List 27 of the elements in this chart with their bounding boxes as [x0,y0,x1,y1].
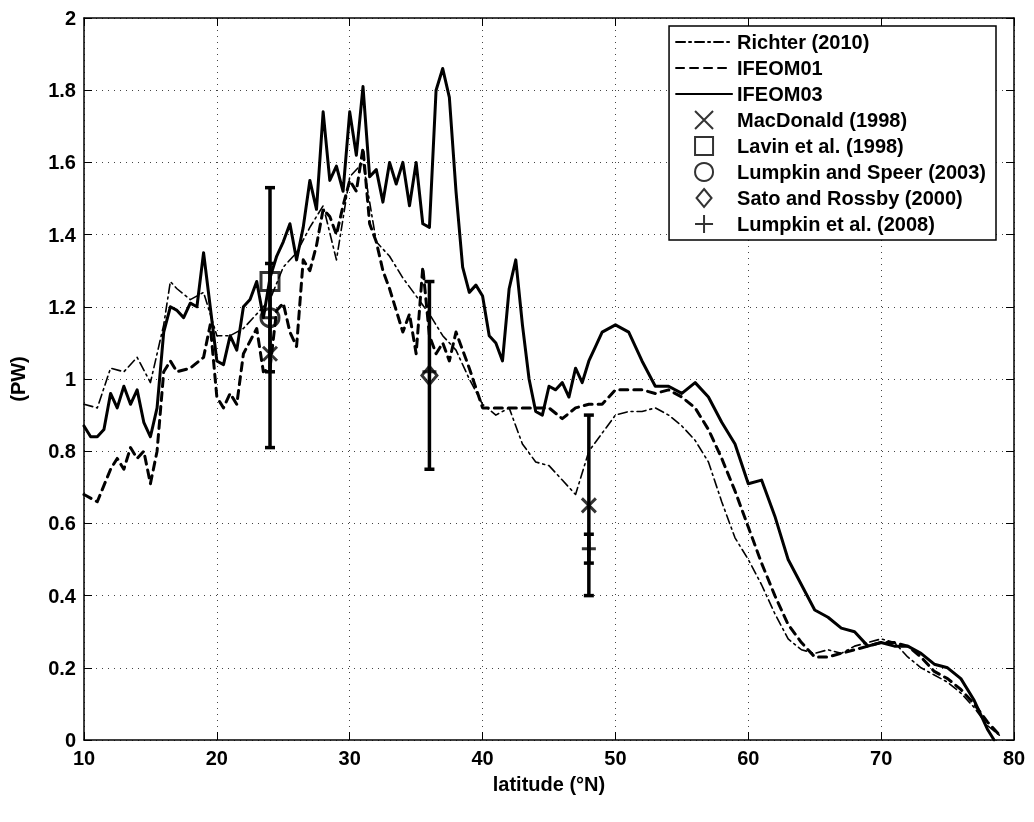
legend-label: IFEOM03 [737,83,823,105]
legend-label: Sato and Rossby (2000) [737,187,963,209]
x-axis-title: latitude (°N) [492,773,606,795]
y-tick-label: 1.8 [48,79,76,102]
y-tick-label: 0.4 [48,584,77,607]
y-tick-label: 1 [64,368,76,390]
x-tick-label: 80 [1002,747,1026,769]
legend-label: Lumpkin and Speer (2003) [737,161,987,183]
y-tick-label: 1.6 [48,151,76,174]
x-tick-label: 40 [471,747,494,769]
y-tick-label: 1.4 [48,223,77,246]
x-tick-label: 50 [604,747,627,769]
legend-label: Lumpkin et al. (2008) [737,213,935,235]
x-tick-label: 20 [205,747,228,769]
y-tick-label: 0.2 [48,656,76,679]
x-tick-label: 70 [870,747,893,769]
legend-label: Lavin et al. (1998) [737,135,904,157]
legend-label: IFEOM01 [737,57,823,79]
y-tick-label: 2 [64,7,76,29]
y-tick-label: 0.6 [48,512,76,535]
y-tick-label: 0.8 [48,440,76,463]
x-tick-label: 30 [338,747,361,769]
y-tick-label: 1.2 [48,295,76,318]
x-tick-label: 60 [737,747,760,769]
legend-label: Richter (2010) [737,31,870,53]
legend-label: MacDonald (1998) [737,109,908,131]
y-axis-title: (PW) [7,356,29,402]
